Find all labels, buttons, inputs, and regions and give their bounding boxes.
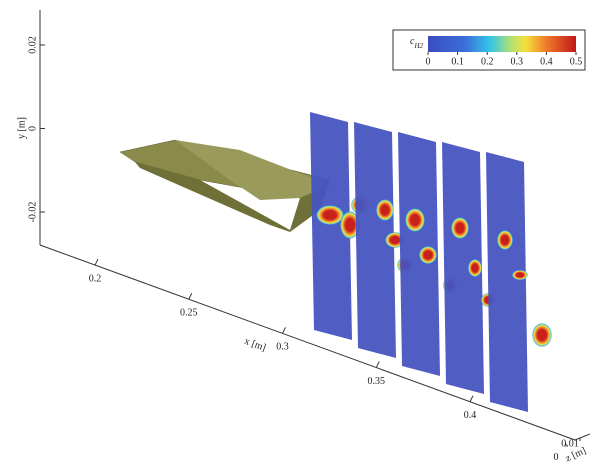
y-tick-label: 0 <box>27 126 38 131</box>
x-tick-label: 0.25 <box>180 308 198 319</box>
z-axis-line <box>574 433 590 441</box>
bracket-tip <box>120 152 135 162</box>
concentration-blob <box>340 211 360 239</box>
colorbar-label-subscript: H2 <box>413 42 423 50</box>
slice-plane <box>310 112 352 340</box>
y-axis-label: y [m] <box>16 117 27 139</box>
x-tick-label: 0.35 <box>368 376 386 387</box>
colorbar-gradient <box>428 36 576 52</box>
slice-plane <box>486 152 528 412</box>
y-tick-label: -0.02 <box>27 202 38 223</box>
concentration-blob <box>405 208 425 232</box>
concentration-blob <box>512 270 528 280</box>
concentration-blob <box>451 217 469 239</box>
x-tick-label: 0.2 <box>89 273 102 284</box>
z-tick-label: 0.01 <box>561 438 579 449</box>
y-tick-label: 0.02 <box>27 36 38 54</box>
scene <box>119 139 331 232</box>
concentration-blob <box>419 246 437 264</box>
colorbar-tick-label: 0.4 <box>540 56 553 67</box>
colorbar-tick-label: 0.3 <box>511 56 524 67</box>
x-tick <box>469 395 474 402</box>
slice-plane <box>354 122 396 358</box>
concentration-blob <box>532 323 552 347</box>
bracket-side <box>135 162 330 232</box>
colorbar: cH2 0 0.1 0.2 0.3 0.4 0.5 <box>392 29 586 71</box>
colorbar-tick-label: 0.1 <box>451 56 464 67</box>
x-tick <box>282 327 286 334</box>
x-axis-line <box>39 244 576 441</box>
x-tick <box>188 292 193 300</box>
concentration-blob <box>468 259 482 277</box>
x-tick <box>94 258 99 266</box>
colorbar-label-main: c <box>410 36 415 47</box>
slices <box>310 112 552 412</box>
bracket-arm <box>175 140 330 200</box>
colorbar-label: cH2 <box>410 36 424 49</box>
colorbar-tick-label: 0.5 <box>570 56 583 67</box>
x-tick-label: 0.4 <box>464 410 477 421</box>
slice-plane <box>442 142 484 394</box>
colorbar-tick-label: 0 <box>426 56 431 67</box>
z-tick-label: 0 <box>554 452 559 463</box>
slice-plane <box>398 132 440 376</box>
x-tick-label: 0.3 <box>276 342 289 353</box>
concentration-blob <box>376 199 394 221</box>
concentration-blob <box>497 230 513 250</box>
colorbar-tick-label: 0.2 <box>481 56 494 67</box>
x-tick <box>375 361 380 368</box>
concentration-blob <box>316 205 344 225</box>
x-axis-label: x [m] <box>243 336 267 354</box>
